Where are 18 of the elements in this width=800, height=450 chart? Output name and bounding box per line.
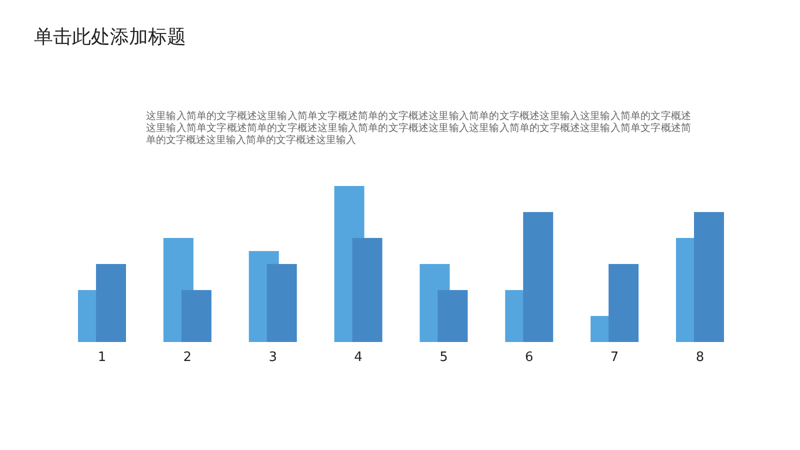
bar (438, 290, 468, 342)
x-tick-label: 2 (183, 350, 192, 365)
x-tick-label: 6 (525, 350, 534, 365)
x-tick-label: 8 (696, 350, 704, 365)
bar (352, 238, 382, 342)
chart-subtitle: 这里输入简单的文字概述这里输入简单文字概述简单的文字概述这里输入简单的文字概述这里输入这里输入简单的文字概述这里输入简单文字概述简单的文字概述这里输入简单的文字概述这里输入这里输入简单的文字概述这里输入简单文字概述简单的文字概述这里输入简单的文字概述这里输入 (146, 110, 691, 146)
bar (266, 264, 297, 342)
bar (181, 290, 212, 342)
bar (96, 264, 126, 342)
x-tick-label: 7 (610, 350, 619, 365)
x-tick-label: 4 (354, 350, 362, 365)
bar (608, 264, 639, 342)
bar (523, 212, 554, 342)
x-tick-label: 5 (440, 350, 448, 365)
chart-title: 单击此处添加标题 (34, 26, 186, 48)
bar (694, 212, 724, 342)
x-tick-label: 1 (98, 350, 106, 365)
x-tick-label: 3 (268, 350, 277, 365)
